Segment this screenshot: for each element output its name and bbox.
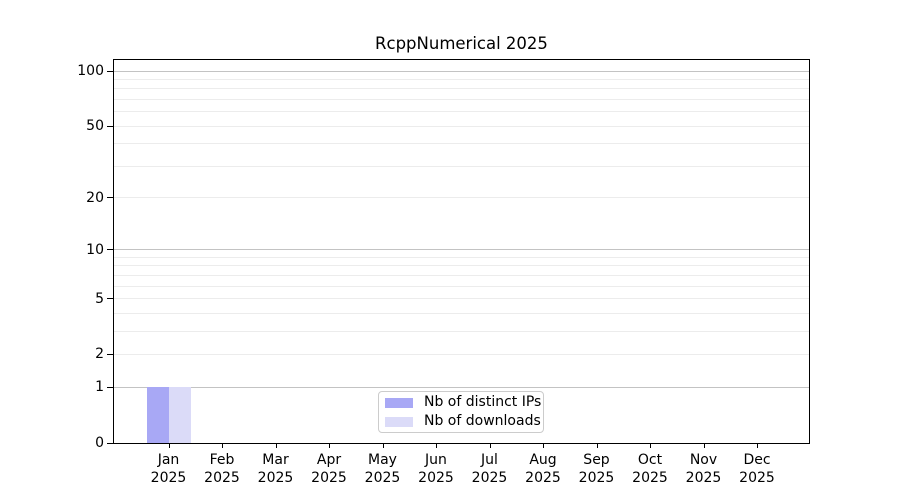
x-axis-label-year: 2025: [418, 470, 454, 486]
x-axis-tick-dec: [757, 443, 758, 448]
y-axis-label-2: 2: [95, 346, 104, 363]
gridline-minor-y4: [114, 312, 809, 314]
gridline-minor-y90: [114, 79, 809, 81]
x-axis-label-nov: Nov 2025: [686, 451, 722, 487]
x-axis-label-year: 2025: [471, 470, 508, 486]
gridline-major-y1: [114, 386, 809, 388]
x-axis-label-month: Oct: [637, 452, 663, 468]
x-axis-tick-mar: [275, 443, 277, 448]
x-axis-label-feb: Feb 2025: [204, 451, 240, 487]
x-axis-tick-jun: [436, 443, 437, 448]
gridline-minor-y6: [114, 285, 809, 287]
y-axis-tick-10: [107, 249, 113, 251]
gridline-minor-y8: [114, 265, 809, 267]
x-axis-tick-nov: [703, 443, 705, 448]
gridline-minor-y80: [114, 88, 809, 90]
x-axis-label-year: 2025: [525, 470, 561, 486]
y-axis-tick-50: [107, 125, 113, 127]
gridline-minor-y2: [114, 353, 809, 355]
bar-nb-of-downloads-jan-2025: [168, 387, 191, 443]
y-axis-label-10: 10: [86, 241, 104, 258]
x-axis-label-aug: Aug 2025: [525, 451, 561, 487]
y-axis-label-5: 5: [95, 290, 104, 307]
x-axis-label-may: May 2025: [365, 451, 401, 487]
x-axis-label-jul: Jul 2025: [472, 451, 508, 487]
x-axis-tick-sep: [596, 443, 598, 448]
x-axis-label-apr: Apr 2025: [311, 451, 347, 487]
gridline-minor-y9: [114, 256, 809, 258]
gridline-minor-y7: [114, 274, 809, 276]
x-axis-label-month: May: [368, 452, 397, 468]
x-axis-label-year: 2025: [578, 470, 615, 486]
gridline-minor-y5: [114, 298, 809, 300]
legend-item: Nb of distinct IPs: [385, 395, 541, 410]
x-axis-label-year: 2025: [685, 470, 722, 486]
gridline-major-y100: [114, 70, 809, 72]
x-axis-tick-aug: [543, 443, 544, 448]
gridline-minor-y50: [114, 125, 809, 127]
gridline-major-y10: [114, 249, 809, 251]
x-axis-label-jan: Jan 2025: [151, 451, 187, 487]
gridline-minor-y30: [114, 165, 809, 167]
x-axis-label-jun: Jun 2025: [418, 451, 454, 487]
x-axis-label-dec: Dec 2025: [739, 451, 775, 487]
bar-nb-of-distinct-ips-jan-2025: [146, 387, 169, 443]
legend-swatch-icon: [385, 397, 413, 408]
legend-item: Nb of downloads: [385, 414, 541, 429]
legend-label: Nb of distinct IPs: [424, 394, 542, 410]
y-axis-tick-1: [107, 386, 113, 388]
x-axis-tick-oct: [650, 443, 651, 448]
y-axis-tick-2: [107, 353, 113, 355]
x-axis-tick-jan: [168, 443, 170, 448]
gridline-minor-y3: [114, 330, 809, 332]
y-axis-label-50: 50: [86, 118, 104, 135]
legend: Nb of distinct IPs Nb of downloads: [378, 391, 544, 433]
x-axis-label-year: 2025: [257, 470, 294, 486]
x-axis-label-month: Nov: [689, 452, 718, 468]
x-axis-label-year: 2025: [204, 470, 240, 486]
gridline-minor-y60: [114, 111, 809, 113]
x-axis-label-month: Sep: [583, 452, 610, 468]
gridline-minor-y20: [114, 197, 809, 199]
y-axis-tick-5: [107, 298, 113, 300]
x-axis-label-year: 2025: [150, 470, 187, 486]
x-axis-label-mar: Mar 2025: [258, 451, 294, 487]
chart-title: RcppNumerical 2025: [375, 34, 548, 53]
x-axis-label-month: Aug: [529, 452, 557, 468]
x-axis-label-month: Jan: [157, 452, 180, 468]
y-axis-label-1: 1: [95, 379, 104, 396]
x-axis-label-month: Feb: [209, 452, 235, 468]
x-axis-label-year: 2025: [364, 470, 401, 486]
x-axis-label-month: Jul: [481, 452, 498, 468]
gridline-minor-y40: [114, 143, 809, 145]
y-axis-label-20: 20: [86, 189, 104, 206]
x-axis-label-oct: Oct 2025: [632, 451, 668, 487]
plot-area: Nb of distinct IPs Nb of downloads 0 1 2 5 10…: [77, 59, 810, 486]
x-axis-label-year: 2025: [311, 470, 347, 486]
x-axis-tick-jul: [489, 443, 491, 448]
y-axis-tick-100: [107, 70, 113, 72]
y-axis-label-0: 0: [95, 435, 104, 451]
x-axis-label-month: Dec: [743, 452, 771, 468]
gridline-minor-y70: [114, 99, 809, 101]
legend-label: Nb of downloads: [424, 413, 541, 429]
y-axis-tick-20: [107, 197, 113, 199]
x-axis-tick-may: [382, 443, 384, 448]
y-axis-label-100: 100: [77, 63, 104, 80]
x-axis-label-month: Jun: [425, 452, 447, 468]
x-axis-label-year: 2025: [739, 470, 775, 486]
x-axis-label-month: Mar: [262, 452, 289, 468]
x-axis-tick-feb: [222, 443, 223, 448]
y-axis-tick-0: [107, 442, 113, 444]
x-axis-label-month: Apr: [316, 452, 342, 468]
x-axis-label-year: 2025: [632, 470, 668, 486]
legend-swatch-icon: [385, 416, 413, 427]
x-axis-label-sep: Sep 2025: [579, 451, 615, 487]
x-axis-tick-apr: [329, 443, 330, 448]
